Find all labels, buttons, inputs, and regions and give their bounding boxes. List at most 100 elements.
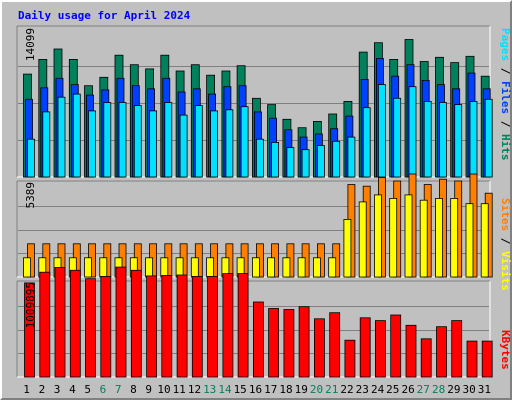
middle-visits-bar-day-19: [297, 257, 306, 278]
top-pages-bar-day-18: [286, 147, 295, 178]
day-label-26: 26: [401, 383, 414, 396]
top-pages-bar-day-11: [179, 114, 188, 178]
bottom-kbytes-bar-day-28: [436, 326, 447, 378]
legend-pages: Pages: [499, 28, 512, 61]
top-pages-bar-day-29: [454, 104, 463, 178]
top-pages-bar-day-6: [103, 102, 112, 178]
bottom-kbytes-bar-day-18: [283, 309, 295, 378]
middle-visits-bar-day-20: [312, 257, 321, 278]
day-label-1: 1: [23, 383, 30, 396]
legend-visits: Visits: [499, 251, 512, 291]
day-label-30: 30: [462, 383, 475, 396]
top-pages-bar-day-13: [210, 110, 219, 178]
bottom-kbytes-bar-day-24: [374, 320, 386, 378]
legend-hits: Hits: [499, 134, 512, 161]
bottom-axis-max-label: 1009895: [24, 282, 37, 328]
chart-title: Daily usage for April 2024: [18, 9, 191, 22]
legend-kbytes: KBytes: [499, 330, 512, 370]
legend-sep-3: /: [499, 238, 512, 245]
legend-sites: Sites: [499, 198, 512, 231]
legend-files: Files: [499, 81, 512, 114]
day-label-20: 20: [310, 383, 323, 396]
middle-visits-bar-day-26: [404, 194, 413, 278]
bottom-kbytes-bar-day-10: [161, 275, 173, 378]
bottom-kbytes-bar-day-13: [207, 275, 219, 378]
middle-visits-bar-day-17: [267, 257, 276, 278]
day-label-27: 27: [417, 383, 430, 396]
middle-visits-bar-day-23: [358, 201, 367, 278]
day-label-10: 10: [157, 383, 170, 396]
top-pages-bar-day-26: [408, 86, 417, 178]
bottom-kbytes-bar-day-23: [359, 317, 371, 378]
middle-visits-bar-day-27: [419, 199, 428, 278]
day-label-3: 3: [54, 383, 61, 396]
bottom-kbytes-bar-day-27: [420, 338, 432, 378]
top-pages-bar-day-9: [149, 110, 158, 178]
day-label-21: 21: [325, 383, 338, 396]
top-pages-bar-day-2: [42, 111, 51, 178]
day-label-31: 31: [478, 383, 491, 396]
day-label-29: 29: [447, 383, 460, 396]
middle-legend: Sites / Visits: [499, 198, 512, 291]
bottom-kbytes-bar-day-4: [69, 269, 81, 378]
day-label-17: 17: [264, 383, 277, 396]
middle-visits-bar-day-21: [328, 257, 337, 278]
middle-visits-bar-day-24: [373, 194, 382, 278]
bottom-kbytes-bar-day-22: [344, 339, 356, 378]
bottom-kbytes-bar-day-21: [329, 312, 341, 378]
bottom-kbytes-bar-day-20: [313, 318, 325, 378]
day-label-9: 9: [145, 383, 152, 396]
top-panel: [16, 25, 493, 178]
top-pages-bar-day-30: [469, 101, 478, 178]
middle-visits-bar-day-28: [435, 197, 443, 278]
bottom-kbytes-bar-day-9: [146, 275, 158, 378]
top-pages-bar-day-19: [301, 149, 310, 178]
top-pages-bar-day-15: [240, 106, 249, 178]
top-pages-bar-day-25: [393, 97, 402, 178]
bottom-kbytes-bar-day-14: [222, 273, 234, 378]
middle-visits-bar-day-25: [389, 197, 398, 278]
top-pages-bar-day-23: [362, 107, 371, 178]
day-label-2: 2: [39, 383, 46, 396]
bottom-kbytes-bar-day-15: [237, 273, 249, 378]
top-axis-max-label: 14099: [24, 28, 37, 61]
bottom-kbytes-bar-day-29: [451, 320, 463, 378]
middle-visits-bar-day-13: [206, 257, 215, 278]
middle-visits-bar-day-22: [343, 218, 352, 278]
top-pages-bar-day-10: [164, 102, 173, 178]
bottom-kbytes-bar-day-1: [24, 282, 35, 378]
top-pages-bar-day-3: [57, 96, 66, 178]
bottom-kbytes-bar-day-7: [115, 266, 127, 378]
bottom-panel: [16, 266, 493, 378]
bottom-kbytes-bar-day-17: [268, 308, 280, 378]
bottom-kbytes-bar-day-6: [100, 275, 112, 378]
top-pages-bar-day-31: [484, 98, 493, 178]
middle-panel: [16, 173, 493, 278]
day-label-16: 16: [249, 383, 262, 396]
bottom-kbytes-bar-day-26: [405, 324, 417, 378]
bottom-kbytes-bar-day-25: [390, 314, 402, 378]
day-label-12: 12: [188, 383, 201, 396]
middle-visits-bar-day-10: [160, 257, 169, 278]
day-label-14: 14: [218, 383, 232, 396]
middle-visits-bar-day-16: [251, 257, 260, 278]
top-pages-bar-day-20: [316, 145, 325, 178]
bottom-kbytes-bar-day-8: [130, 269, 142, 378]
day-label-23: 23: [356, 383, 369, 396]
top-pages-bar-day-8: [133, 105, 142, 178]
bottom-kbytes-bar-day-3: [54, 267, 66, 378]
top-pages-bar-day-27: [423, 101, 432, 178]
middle-visits-bar-day-5: [84, 257, 92, 278]
top-pages-bar-day-28: [439, 102, 447, 178]
bottom-kbytes-bar-day-16: [252, 301, 264, 378]
top-pages-bar-day-24: [377, 84, 386, 178]
day-label-24: 24: [371, 383, 385, 396]
day-label-25: 25: [386, 383, 399, 396]
top-pages-bar-day-1: [27, 138, 35, 178]
top-pages-bar-day-12: [194, 105, 203, 178]
middle-visits-bar-day-12: [190, 257, 199, 278]
bottom-kbytes-bar-day-12: [191, 275, 203, 378]
day-label-22: 22: [340, 383, 353, 396]
day-label-11: 11: [173, 383, 186, 396]
